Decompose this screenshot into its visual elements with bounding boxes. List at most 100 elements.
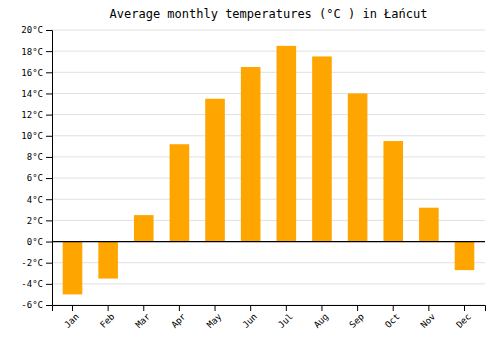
- grid-line: [52, 178, 485, 179]
- y-tick-label: 18°C: [21, 47, 43, 57]
- y-tick-line: [46, 30, 52, 31]
- y-tick-line: [46, 93, 52, 94]
- grid-line: [52, 51, 485, 52]
- x-tick-label: Apr: [169, 311, 188, 330]
- x-tick-label: Jun: [241, 311, 260, 330]
- y-tick-line: [46, 178, 52, 179]
- bar: [98, 242, 118, 279]
- y-tick-line: [46, 136, 52, 137]
- x-tick: Nov: [419, 305, 438, 330]
- x-axis-line: [53, 306, 486, 312]
- x-tick-line: [72, 305, 73, 311]
- chart-svg: -6°C -4°C -2°C 0°C 2°C 4°C 6°C 8°C 10°C 12°C 14°C 1…: [0, 0, 500, 350]
- y-tick-line: [46, 157, 52, 158]
- grid-line: [52, 72, 485, 73]
- x-tick-line: [250, 305, 251, 311]
- y-tick: 12°C: [21, 110, 52, 120]
- x-tick: Mar: [134, 305, 153, 330]
- x-tick-line: [286, 305, 287, 311]
- y-tick: 8°C: [27, 152, 52, 162]
- y-tick: 10°C: [21, 131, 52, 141]
- y-tick-line: [46, 263, 52, 264]
- grid: [52, 30, 485, 305]
- x-tick-line: [143, 305, 144, 311]
- bars: [63, 46, 475, 295]
- bar: [419, 208, 439, 242]
- x-axis: Jan Feb Mar Apr May Jun Jul Aug Sep Oct Nov Dec: [53, 305, 486, 330]
- y-tick-label: 2°C: [27, 216, 43, 226]
- y-tick-label: -4°C: [21, 279, 43, 289]
- y-tick-label: 6°C: [27, 173, 43, 183]
- x-tick-label: Nov: [419, 311, 438, 330]
- y-tick-line: [46, 305, 52, 306]
- grid-line: [52, 283, 485, 284]
- grid-line: [52, 114, 485, 115]
- x-tick: Jul: [276, 305, 295, 330]
- bar: [205, 99, 225, 242]
- grid-line: [52, 199, 485, 200]
- bar: [134, 215, 154, 241]
- x-tick: May: [205, 305, 224, 330]
- x-tick-line: [357, 305, 358, 311]
- y-tick: -4°C: [21, 279, 52, 289]
- y-tick: 18°C: [21, 47, 52, 57]
- y-tick-label: 0°C: [27, 237, 43, 247]
- y-tick: -2°C: [21, 258, 52, 268]
- x-tick-line: [428, 305, 429, 311]
- y-axis: -6°C -4°C -2°C 0°C 2°C 4°C 6°C 8°C 10°C 12°C 14°C 1…: [21, 25, 52, 310]
- x-tick-line: [464, 305, 465, 311]
- y-tick: 0°C: [27, 237, 52, 247]
- y-tick-label: -2°C: [21, 258, 43, 268]
- y-tick-line: [46, 199, 52, 200]
- y-tick: 20°C: [21, 25, 52, 35]
- x-tick-label: Dec: [454, 311, 473, 330]
- bar: [63, 242, 83, 295]
- x-tick: Oct: [383, 305, 402, 330]
- y-tick-label: 4°C: [27, 195, 43, 205]
- x-tick-line: [215, 305, 216, 311]
- bar: [348, 93, 368, 241]
- x-tick: Aug: [312, 305, 331, 330]
- grid-line: [52, 93, 485, 94]
- bar: [277, 46, 297, 242]
- y-tick-label: 14°C: [21, 89, 43, 99]
- y-tick-label: -6°C: [21, 300, 43, 310]
- x-tick-line: [321, 305, 322, 311]
- y-tick-label: 10°C: [21, 131, 43, 141]
- x-tick: Jan: [62, 305, 81, 330]
- x-tick: Dec: [454, 305, 473, 330]
- y-tick-line: [46, 284, 52, 285]
- y-tick-line: [46, 51, 52, 52]
- x-tick-line: [179, 305, 180, 311]
- bar: [312, 56, 332, 241]
- y-tick-label: 16°C: [21, 68, 43, 78]
- y-axis-line: [46, 31, 53, 306]
- y-tick-line: [46, 115, 52, 116]
- bar: [455, 242, 475, 271]
- y-tick-label: 12°C: [21, 110, 43, 120]
- title: Average monthly temperatures (°C ) in Ła…: [110, 7, 428, 21]
- grid-line: [52, 30, 485, 31]
- x-tick: Jun: [241, 305, 260, 330]
- bar: [383, 141, 403, 241]
- y-tick: 6°C: [27, 173, 52, 183]
- y-tick-line: [46, 220, 52, 221]
- y-tick-label: 8°C: [27, 152, 43, 162]
- y-tick: 14°C: [21, 89, 52, 99]
- x-tick-label: Mar: [134, 311, 153, 330]
- x-tick-label: May: [205, 311, 224, 330]
- x-tick-label: Sep: [347, 311, 366, 330]
- x-tick-label: Feb: [98, 311, 117, 330]
- y-tick-label: 20°C: [21, 25, 43, 35]
- y-tick: 16°C: [21, 68, 52, 78]
- x-tick-label: Jul: [276, 311, 295, 330]
- grid-line: [52, 241, 485, 242]
- bar: [241, 67, 261, 242]
- x-tick-label: Jan: [62, 311, 81, 330]
- y-tick: -6°C: [21, 300, 52, 310]
- chart-container: -6°C -4°C -2°C 0°C 2°C 4°C 6°C 8°C 10°C 12°C 14°C 1…: [0, 0, 500, 350]
- x-tick-label: Oct: [383, 311, 402, 330]
- x-tick: Apr: [169, 305, 188, 330]
- zero-line: [52, 241, 485, 242]
- x-tick: Sep: [347, 305, 366, 330]
